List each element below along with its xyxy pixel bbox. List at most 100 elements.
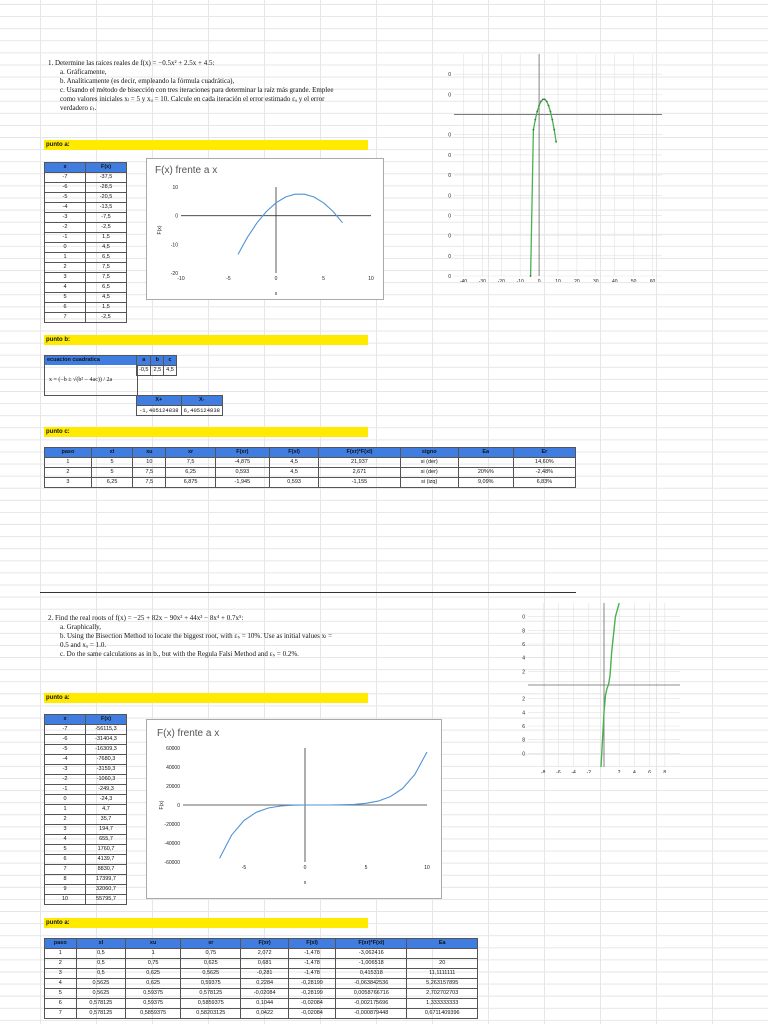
x-tick-label: 6 <box>648 770 651 773</box>
table-cell: 5 <box>90 457 134 468</box>
table-row: 6 1,5 <box>44 302 127 313</box>
y-tick-label: -8 <box>522 738 525 744</box>
y-tick-label: -50 <box>448 213 451 219</box>
table-cell: 0,59375 <box>125 998 182 1009</box>
data-point <box>540 100 542 103</box>
table-cell: -1,478 <box>287 948 337 959</box>
table-cell: 2,702702703 <box>406 988 478 999</box>
x-tick-label: -4 <box>571 770 576 773</box>
table-cell: 8830,7 <box>85 864 127 875</box>
problem1-line: como valores iniciales xₗ = 5 y xᵤ = 10.… <box>60 95 325 103</box>
table-cell: 0,5 <box>75 968 127 979</box>
table-cell: si (izq) <box>399 477 459 488</box>
table-cell: -3,062416 <box>335 948 408 959</box>
chart3-panel: 20 10 -10 -20 -30 -40 -50 -60 -70 -80 -40 -30 -20 -10… <box>444 48 668 285</box>
table-cell: 4,7 <box>85 804 127 815</box>
table-cell: 0,5859375 <box>180 998 242 1009</box>
table-cell: 1,5 <box>85 232 127 243</box>
column-header: a <box>135 355 152 366</box>
table-cell: 0,75 <box>180 948 242 959</box>
table-row: 3 0,5 0,625 0,5625 -0,281 -1,478 0,415318 11,11… <box>44 968 478 979</box>
y-tick-label: -20 <box>171 271 178 277</box>
data-point <box>549 110 552 113</box>
table-cell: 0,58203125 <box>180 1008 242 1019</box>
table-cell: 17399,7 <box>85 874 127 885</box>
column-header: xu <box>125 938 182 949</box>
column-header: c <box>163 355 177 366</box>
y-tick-label: -4 <box>522 710 525 716</box>
table-cell: -5 <box>44 192 86 203</box>
quadratic-box: ecuacion cuadratica x = (−b ± √(b² − 4ac… <box>44 355 138 396</box>
x-tick-label: -30 <box>479 279 486 282</box>
y-tick-label: -10 <box>171 242 178 248</box>
data-line <box>600 602 620 768</box>
table-cell: -0,28199 <box>287 978 337 989</box>
y-tick-label: 60000 <box>166 746 180 752</box>
problem1-line: 1. Determine las raíces reales de f(x) =… <box>48 59 215 67</box>
table-cell: -0,5 <box>135 365 152 376</box>
table-cell: 21,937 <box>318 457 401 468</box>
table-row: -5 -16309,3 <box>44 744 127 755</box>
x-tick-label: -2 <box>587 770 592 773</box>
column-header: xr <box>180 938 242 949</box>
table-cell: -0,063842536 <box>335 978 408 989</box>
x-tick-label: 2 <box>618 770 621 773</box>
table-row: 6 0,578125 0,59375 0,5859375 0,1044 -0,02084-… <box>44 998 478 1009</box>
data-line <box>529 98 557 277</box>
table-row: 7 0,578125 0,5859375 0,58203125 0,0422 -0,020… <box>44 1008 478 1019</box>
table-cell: 5 <box>90 467 134 478</box>
column-header: x <box>44 162 86 173</box>
table-cell: 20%% <box>457 467 514 478</box>
problem1-statement: 1. Determine las raíces reales de f(x) =… <box>48 59 378 113</box>
column-header: F(xr) <box>214 447 270 458</box>
y-tick-label: 10 <box>172 185 178 191</box>
table-cell: 0 <box>44 794 86 805</box>
table-cell: 0,5859375 <box>125 1008 182 1019</box>
x-tick-label: -8 <box>541 770 546 773</box>
x-tick-label: -20 <box>498 279 505 282</box>
table-cell: 4,5 <box>163 365 177 376</box>
section-divider <box>40 592 576 593</box>
table-cell: -3 <box>44 212 86 223</box>
table-cell: 7,5 <box>132 467 167 478</box>
x-tick-label: 50 <box>631 279 637 282</box>
table-cell: 6,5 <box>85 282 127 293</box>
table-cell: 6,405124838 <box>180 405 223 416</box>
column-header: X- <box>180 395 223 406</box>
table-cell: 5 <box>44 844 86 855</box>
table-cell: 0,593 <box>268 477 320 488</box>
y-tick-label: -40000 <box>164 841 180 847</box>
y-tick-label: -10 <box>522 751 525 757</box>
x-tick-label: 20 <box>574 279 580 282</box>
chart1-panel: F(x) frente a x 10 0 -10 -20 -10 -5 0 5 10 x F(x) <box>146 158 384 300</box>
column-header: x <box>44 714 86 725</box>
table-cell: 55795,7 <box>85 894 127 905</box>
column-header: xl <box>75 938 127 949</box>
table-cell: 3 <box>44 968 77 979</box>
data-point <box>534 118 537 121</box>
x-tick-label: 0 <box>538 279 541 282</box>
data-point <box>553 128 556 131</box>
table-cell: -4 <box>44 754 86 765</box>
y-tick-label: 10 <box>522 615 525 621</box>
table-cell: -13,5 <box>85 202 127 213</box>
column-header: b <box>150 355 165 366</box>
column-header: Er <box>512 447 577 458</box>
column-header: Ea <box>406 938 478 949</box>
bisection-table-2: paso xl xu xr F(xr) F(xl) F(xr)*F(xl) Ea 1 0,5 1 0… <box>44 938 478 1019</box>
table-row: -3 -7,5 <box>44 212 127 223</box>
section-label: punto c: <box>44 427 368 437</box>
table-cell: 1 <box>44 804 86 815</box>
table-cell: 6,25 <box>165 467 216 478</box>
table-cell: 0,681 <box>240 958 289 969</box>
x-tick-label: -5 <box>242 865 247 871</box>
x-tick-label: 0 <box>304 865 307 871</box>
x-tick-label: 5 <box>365 865 368 871</box>
column-header: X+ <box>136 395 182 406</box>
data-point <box>545 100 548 103</box>
quadratic-formula: x = (−b ± √(b² − 4ac)) / 2a <box>49 377 113 383</box>
table-row: -7 -56115,3 <box>44 724 127 735</box>
data-point <box>529 275 532 277</box>
table-cell: 1760,7 <box>85 844 127 855</box>
